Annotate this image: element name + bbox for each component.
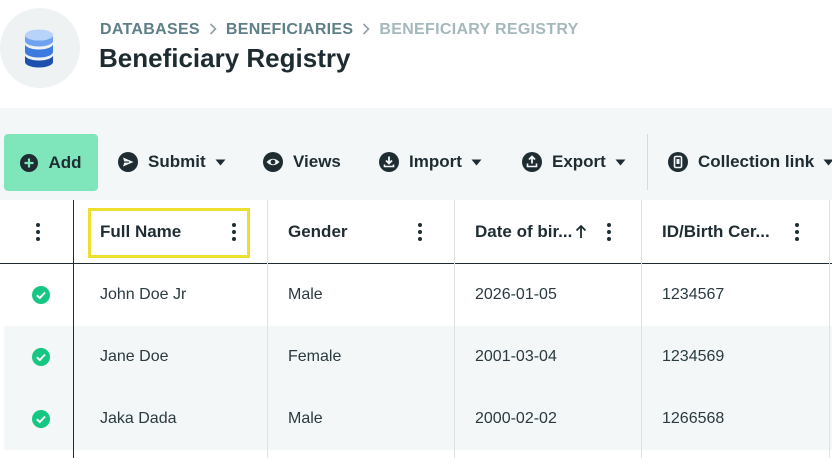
send-icon [118,152,138,172]
page-header: DATABASES BENEFICIARIES BENEFICIARY REGIST… [0,0,832,108]
breadcrumb-databases[interactable]: DATABASES [100,21,200,38]
import-button[interactable]: Import [379,134,482,190]
toolbar-divider [647,134,648,190]
check-circle-icon [32,286,50,309]
kebab-menu-icon[interactable] [794,222,800,247]
column-divider[interactable] [641,200,642,458]
caret-down-icon [471,159,482,166]
plus-circle-icon [20,153,39,172]
export-label: Export [552,152,606,171]
column-header-gender[interactable]: Gender [288,200,438,263]
chevron-right-icon [362,21,371,39]
breadcrumb-beneficiaries[interactable]: BENEFICIARIES [225,21,354,38]
check-circle-icon [32,348,50,371]
kebab-menu-icon[interactable] [606,222,612,247]
column-highlight-outline [88,208,250,258]
collection-link-button[interactable]: Collection link [668,134,832,190]
toolbar: Add Submit Views Import Export Collectio… [0,108,832,200]
cell-gender[interactable]: Female [288,348,342,365]
column-label: Full Name [100,221,182,241]
cell-id[interactable]: 1234569 [662,348,725,365]
kebab-menu-icon[interactable] [417,222,423,247]
cell-full-name[interactable]: John Doe Jr [100,286,187,303]
views-button[interactable]: Views [263,134,341,190]
table-row[interactable]: Jane Doe Female 2001-03-04 1234569 [4,326,832,388]
cell-date-of-birth[interactable]: 2026-01-05 [475,286,557,303]
page-title: Beneficiary Registry [99,43,351,73]
collection-link-label: Collection link [698,152,815,171]
cell-gender[interactable]: Male [288,410,323,427]
import-icon [379,152,399,172]
caret-down-icon [215,159,226,166]
column-divider[interactable] [829,200,830,458]
kebab-menu-icon[interactable] [35,222,41,247]
database-icon-badge [0,8,80,88]
caret-down-icon [615,159,626,166]
submit-label: Submit [148,152,206,171]
add-label: Add [48,152,82,172]
breadcrumb-current: BENEFICIARY REGISTRY [379,21,579,38]
cell-gender[interactable]: Male [288,286,323,303]
column-label: Date of bir... [475,221,573,241]
caret-down-icon [823,159,832,166]
database-icon [25,29,53,68]
data-grid: Full Name Gender Date of bir... ID/Birth… [0,200,832,458]
table-row[interactable]: Jaka Dada Male 2000-02-02 1266568 [4,388,832,450]
kebab-menu-icon[interactable] [231,222,237,247]
column-divider[interactable] [267,200,268,458]
cell-date-of-birth[interactable]: 2000-02-02 [475,410,557,427]
cell-date-of-birth[interactable]: 2001-03-04 [475,348,557,365]
check-circle-icon [32,410,50,433]
eye-icon [263,152,283,172]
views-label: Views [293,152,341,171]
table-row[interactable]: John Doe Jr Male 2026-01-05 1234567 [4,264,832,326]
breadcrumb: DATABASES BENEFICIARIES BENEFICIARY REGIST… [100,21,579,39]
column-header-date-of-birth[interactable]: Date of bir... [475,200,625,263]
sort-ascending-icon[interactable] [575,224,587,239]
chevron-right-icon [209,21,217,39]
cell-id[interactable]: 1234567 [662,286,725,303]
column-divider[interactable] [454,200,455,458]
column-label: ID/Birth Cer... [662,221,770,241]
column-header-full-name[interactable]: Full Name [100,200,250,263]
row-menu-header[interactable] [4,200,74,263]
cell-full-name[interactable]: Jane Doe [100,348,169,365]
column-label: Gender [288,221,348,241]
export-button[interactable]: Export [522,134,626,190]
import-label: Import [409,152,462,171]
submit-button[interactable]: Submit [118,134,226,190]
cell-id[interactable]: 1266568 [662,410,725,427]
cell-full-name[interactable]: Jaka Dada [100,410,177,427]
mobile-link-icon [668,152,688,172]
frozen-column-divider[interactable] [73,200,74,458]
add-button[interactable]: Add [4,134,98,191]
export-icon [522,152,542,172]
column-header-id-birth-certificate[interactable]: ID/Birth Cer... [662,200,812,263]
